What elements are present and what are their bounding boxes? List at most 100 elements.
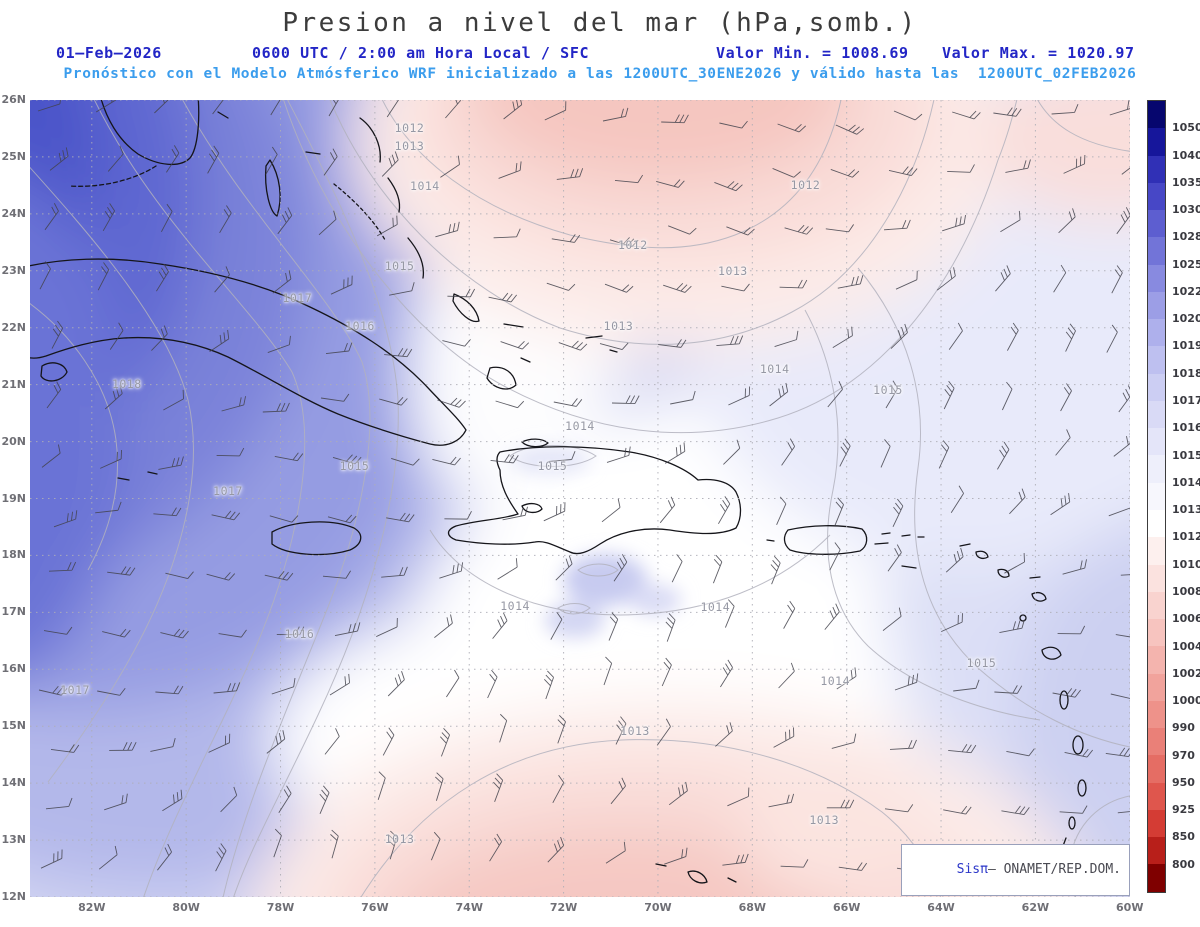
- lat-tick-20N: 20N: [1, 434, 26, 448]
- colorbar-label-1040: 1040: [1172, 148, 1200, 162]
- latlon-grid: [30, 100, 1130, 897]
- colorbar-label-1025: 1025: [1172, 257, 1200, 271]
- lat-tick-25N: 25N: [1, 149, 26, 163]
- model-info-line: Pronóstico con el Modelo Atmósferico WRF…: [63, 66, 1137, 82]
- colorbar-cell: [1148, 537, 1165, 565]
- colorbar-label-925: 925: [1172, 803, 1195, 817]
- colorbar-label-1050: 1050: [1172, 121, 1200, 135]
- lat-tick-21N: 21N: [1, 377, 26, 391]
- lon-tick-70W: 70W: [644, 901, 672, 914]
- colorbar-cell: [1148, 264, 1165, 292]
- date-label: 01–Feb–2026: [56, 44, 162, 62]
- map-area: 1012 1013 1014 1015 1012 1012 1013 1017 1016 1013…: [30, 100, 1130, 897]
- lat-tick-19N: 19N: [1, 491, 26, 505]
- colorbar-cell: [1148, 782, 1165, 810]
- colorbar-cell: [1148, 755, 1165, 783]
- colorbar-label-1013: 1013: [1172, 503, 1200, 517]
- lat-tick-17N: 17N: [1, 605, 26, 619]
- colorbar-cell: [1148, 646, 1165, 674]
- colorbar-cell: [1148, 319, 1165, 347]
- colorbar-cell: [1148, 700, 1165, 729]
- lat-tick-18N: 18N: [1, 548, 26, 562]
- colorbar-label-990: 990: [1172, 721, 1195, 735]
- colorbar-label-1016: 1016: [1172, 421, 1200, 435]
- colorbar-label-970: 970: [1172, 748, 1195, 762]
- colorbar-cell: [1148, 728, 1165, 756]
- lon-tick-66W: 66W: [832, 901, 861, 914]
- colorbar-cell: [1148, 373, 1165, 401]
- colorbar-label-1002: 1002: [1172, 666, 1200, 680]
- colorbar-cell: [1148, 564, 1165, 592]
- max-value-label: Valor Max. = 1020.97: [942, 44, 1135, 62]
- colorbar-cell: [1148, 182, 1165, 211]
- colorbar-cell: [1148, 619, 1165, 647]
- colorbar-label-1019: 1019: [1172, 339, 1200, 353]
- credit-badge: Sisπ– ONAMET/REP.DOM.: [900, 844, 1130, 896]
- colorbar-labels: 1050 1040 1035 1030 1028 1025 1022 1020 1019 1018…: [1172, 100, 1200, 893]
- pressure-shading-layer: [30, 100, 1130, 897]
- grid-and-wind-layer: [30, 100, 1130, 897]
- lat-tick-15N: 15N: [1, 719, 26, 733]
- colorbar-label-1030: 1030: [1172, 203, 1200, 217]
- colorbar-cell: [1148, 864, 1165, 892]
- colorbar-cell: [1148, 101, 1165, 129]
- time-label: 0600 UTC / 2:00 am Hora Local / SFC: [252, 44, 590, 62]
- sispi-logo: Sisπ: [956, 862, 988, 877]
- lat-tick-23N: 23N: [1, 263, 26, 277]
- colorbar-cell: [1148, 346, 1165, 374]
- latitude-axis: 26N 25N 24N 23N 22N 21N 20N 19N 18N 17N 16N 15N 14N 1…: [0, 0, 28, 927]
- colorbar: 1050 1040 1035 1030 1028 1025 1022 1020 1019 1018…: [1147, 100, 1200, 893]
- lon-tick-82W: 82W: [78, 901, 106, 914]
- colorbar-label-1020: 1020: [1172, 312, 1200, 326]
- colorbar-label-850: 850: [1172, 830, 1195, 844]
- lat-tick-22N: 22N: [1, 320, 26, 334]
- lon-tick-80W: 80W: [172, 901, 200, 914]
- lat-tick-16N: 16N: [1, 662, 26, 676]
- colorbar-label-1028: 1028: [1172, 230, 1200, 244]
- colorbar-label-1010: 1010: [1172, 557, 1200, 571]
- colorbar-cell: [1148, 128, 1165, 156]
- colorbar-cell: [1148, 291, 1165, 320]
- lon-tick-74W: 74W: [455, 901, 483, 914]
- colorbar-cell: [1148, 455, 1165, 483]
- colorbar-label-1015: 1015: [1172, 448, 1200, 462]
- colorbar-label-1000: 1000: [1172, 694, 1200, 708]
- colorbar-cell: [1148, 509, 1165, 538]
- lat-tick-14N: 14N: [1, 776, 26, 790]
- page-title: Presion a nivel del mar (hPa,somb.): [282, 8, 918, 38]
- colorbar-label-1022: 1022: [1172, 284, 1200, 298]
- colorbar-label-1008: 1008: [1172, 584, 1200, 598]
- lat-tick-24N: 24N: [1, 206, 26, 220]
- header-datetime-line: 01–Feb–2026 0600 UTC / 2:00 am Hora Loca…: [0, 44, 1200, 64]
- lon-tick-64W: 64W: [927, 901, 955, 914]
- colorbar-cell: [1148, 428, 1165, 456]
- colorbar-label-1014: 1014: [1172, 475, 1200, 489]
- lon-tick-68W: 68W: [738, 901, 767, 914]
- colorbar-label-1012: 1012: [1172, 530, 1200, 544]
- colorbar-label-800: 800: [1172, 857, 1195, 871]
- longitude-axis: 82W 80W 78W 76W 74W 72W 70W 68W 66W 64W 62W 60W: [30, 901, 1143, 921]
- lon-tick-78W: 78W: [266, 901, 295, 914]
- colorbar-cells: [1147, 100, 1166, 893]
- lat-tick-26N: 26N: [1, 93, 26, 106]
- colorbar-label-1035: 1035: [1172, 175, 1200, 189]
- colorbar-label-1017: 1017: [1172, 394, 1200, 408]
- lon-tick-72W: 72W: [549, 901, 578, 914]
- isobar-contours: [30, 100, 1130, 897]
- lon-tick-62W: 62W: [1021, 901, 1050, 914]
- wind-barbs: [37, 100, 1130, 873]
- colorbar-label-1006: 1006: [1172, 612, 1200, 626]
- colorbar-cell: [1148, 400, 1165, 429]
- colorbar-cell: [1148, 155, 1165, 183]
- colorbar-cell: [1148, 237, 1165, 265]
- credit-org-text: – ONAMET/REP.DOM.: [987, 862, 1121, 877]
- lat-tick-13N: 13N: [1, 833, 26, 847]
- min-value-label: Valor Min. = 1008.69: [716, 44, 909, 62]
- lon-tick-60W: 60W: [1116, 901, 1144, 914]
- lon-tick-76W: 76W: [361, 901, 389, 914]
- colorbar-cell: [1148, 837, 1165, 865]
- colorbar-cell: [1148, 591, 1165, 620]
- colorbar-label-950: 950: [1172, 775, 1195, 789]
- lat-tick-12N: 12N: [1, 890, 26, 903]
